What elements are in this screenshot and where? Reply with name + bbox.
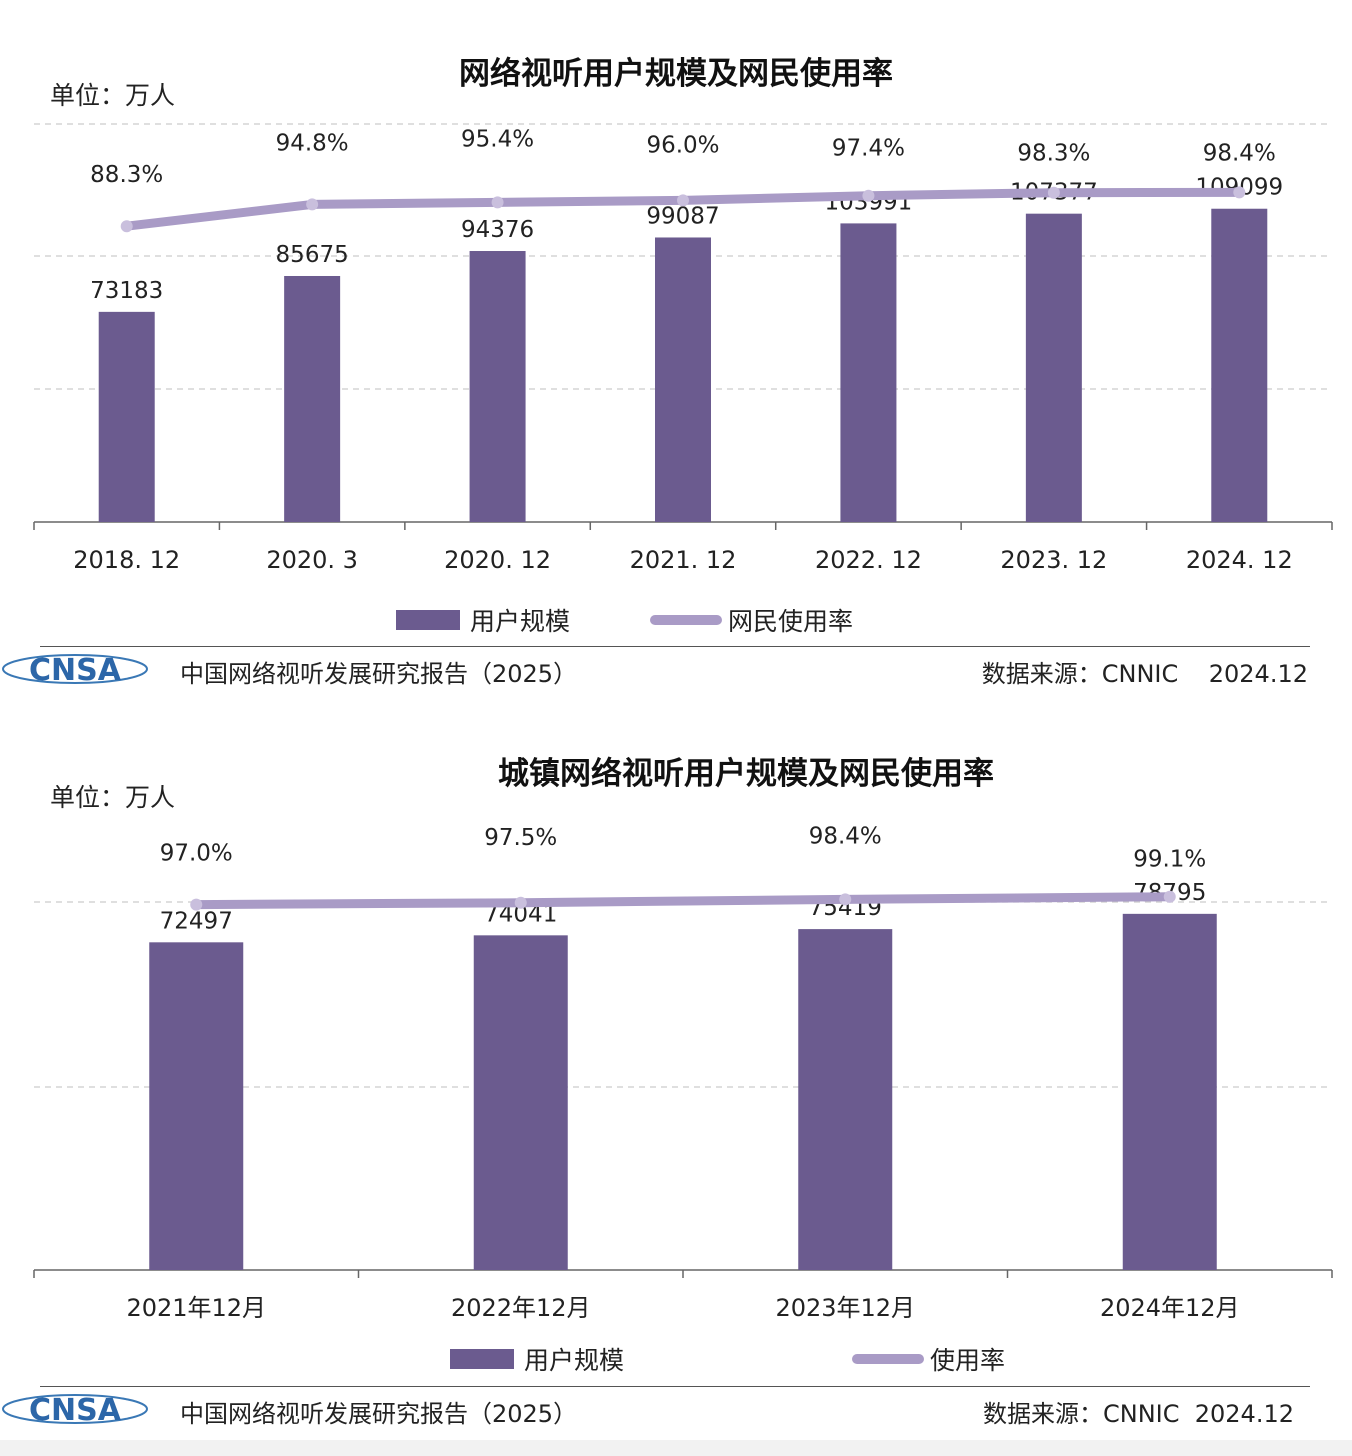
report-title: 中国网络视听发展研究报告（2025） <box>180 660 578 688</box>
chart-title: 城镇网络视听用户规模及网民使用率 <box>498 756 994 792</box>
legend-bar-swatch <box>396 610 460 630</box>
chart-plot: 73183 2018. 12 85675 2020. 3 94376 2020. 12 99… <box>33 123 1333 574</box>
unit-label: 单位：万人 <box>50 783 176 812</box>
rate-point <box>491 196 504 209</box>
x-tick-label: 2021年12月 <box>126 1294 266 1322</box>
x-tick-label: 2020. 3 <box>266 546 358 574</box>
bar <box>1025 213 1082 522</box>
rate-value-label: 98.4% <box>1203 140 1276 166</box>
bar <box>840 223 897 522</box>
rate-value-label: 94.8% <box>276 130 349 156</box>
unit-label: 单位：万人 <box>50 81 176 110</box>
x-tick-label: 2023年12月 <box>775 1294 915 1322</box>
legend-item-bar: 用户规模 <box>450 1341 624 1377</box>
rate-point <box>120 220 133 233</box>
report-title: 中国网络视听发展研究报告（2025） <box>180 1400 578 1428</box>
logo-text: CNSA <box>29 1393 122 1426</box>
legend-item-bar: 用户规模 <box>396 602 570 638</box>
x-tick-label: 2018. 12 <box>73 546 180 574</box>
rate-line <box>191 892 1175 910</box>
legend-label: 用户规模 <box>470 607 571 636</box>
rate-value-label: 97.4% <box>832 136 905 162</box>
cnsa-logo: CNSA <box>2 1393 148 1426</box>
bar <box>284 275 341 522</box>
x-tick-label: 2024. 12 <box>1186 546 1293 574</box>
rate-point <box>306 198 319 211</box>
rate-point <box>1047 186 1060 199</box>
bar <box>1122 913 1217 1270</box>
bar-value-label: 85675 <box>276 242 349 268</box>
legend-label: 用户规模 <box>524 1346 625 1375</box>
rate-value-label: 97.0% <box>160 841 233 867</box>
legend-line-swatch <box>650 615 722 625</box>
legend-label: 使用率 <box>930 1346 1006 1375</box>
bar <box>655 237 711 522</box>
footer-divider <box>40 1386 1310 1387</box>
rate-point <box>677 194 689 207</box>
data-source: 数据来源：CNNIC 2024.12 <box>981 660 1308 688</box>
bar <box>149 942 244 1270</box>
rate-point <box>514 896 527 909</box>
legend-label: 网民使用率 <box>728 607 854 636</box>
data-source: 数据来源：CNNIC 2024.12 <box>982 1400 1294 1428</box>
bar <box>473 935 568 1270</box>
legend-line-swatch <box>852 1354 924 1364</box>
rate-value-label: 98.3% <box>1017 141 1090 167</box>
rate-point <box>190 898 203 911</box>
rate-value-label: 95.4% <box>461 126 534 152</box>
chart-title: 网络视听用户规模及网民使用率 <box>459 56 893 92</box>
legend-item-line: 网民使用率 <box>650 602 853 638</box>
rate-value-label: 96.0% <box>646 132 719 158</box>
bar-value-label: 94376 <box>461 217 534 243</box>
rate-point <box>839 893 852 906</box>
rate-value-label: 98.4% <box>809 823 882 849</box>
x-tick-label: 2024年12月 <box>1100 1294 1240 1322</box>
logo-text: CNSA <box>29 653 122 686</box>
x-tick-label: 2022年12月 <box>451 1294 591 1322</box>
rate-point <box>1233 186 1246 199</box>
x-tick-label: 2023. 12 <box>1000 546 1107 574</box>
chart-panel-1: 网络视听用户规模及网民使用率 单位：万人 73183 2018. 12 85675 2… <box>0 0 1352 700</box>
rate-point <box>1163 890 1176 903</box>
legend-item-line: 使用率 <box>852 1341 1005 1377</box>
x-tick-label: 2022. 12 <box>815 546 922 574</box>
rate-point <box>862 189 875 202</box>
legend-bar-swatch <box>450 1349 514 1369</box>
bar-value-label: 72497 <box>160 908 233 934</box>
bar-value-label: 99087 <box>646 203 719 229</box>
chart-panel-2: 城镇网络视听用户规模及网民使用率 单位：万人 72497 2021年12月 7404… <box>0 700 1352 1440</box>
footer-divider <box>40 646 1310 647</box>
bar-value-label: 73183 <box>90 278 163 304</box>
bar <box>798 929 893 1270</box>
rate-value-label: 99.1% <box>1133 847 1206 873</box>
bar <box>98 311 155 522</box>
bar <box>469 251 526 523</box>
rate-value-label: 88.3% <box>90 162 163 188</box>
x-tick-label: 2021. 12 <box>630 546 737 574</box>
rate-value-label: 97.5% <box>484 825 557 851</box>
chart-plot: 724972021年12月740412022年12月754192023年12月7… <box>33 823 1333 1322</box>
x-tick-label: 2020. 12 <box>444 546 551 574</box>
cnsa-logo: CNSA <box>2 653 148 686</box>
bar <box>1211 208 1268 522</box>
bottom-band <box>0 1440 1352 1456</box>
